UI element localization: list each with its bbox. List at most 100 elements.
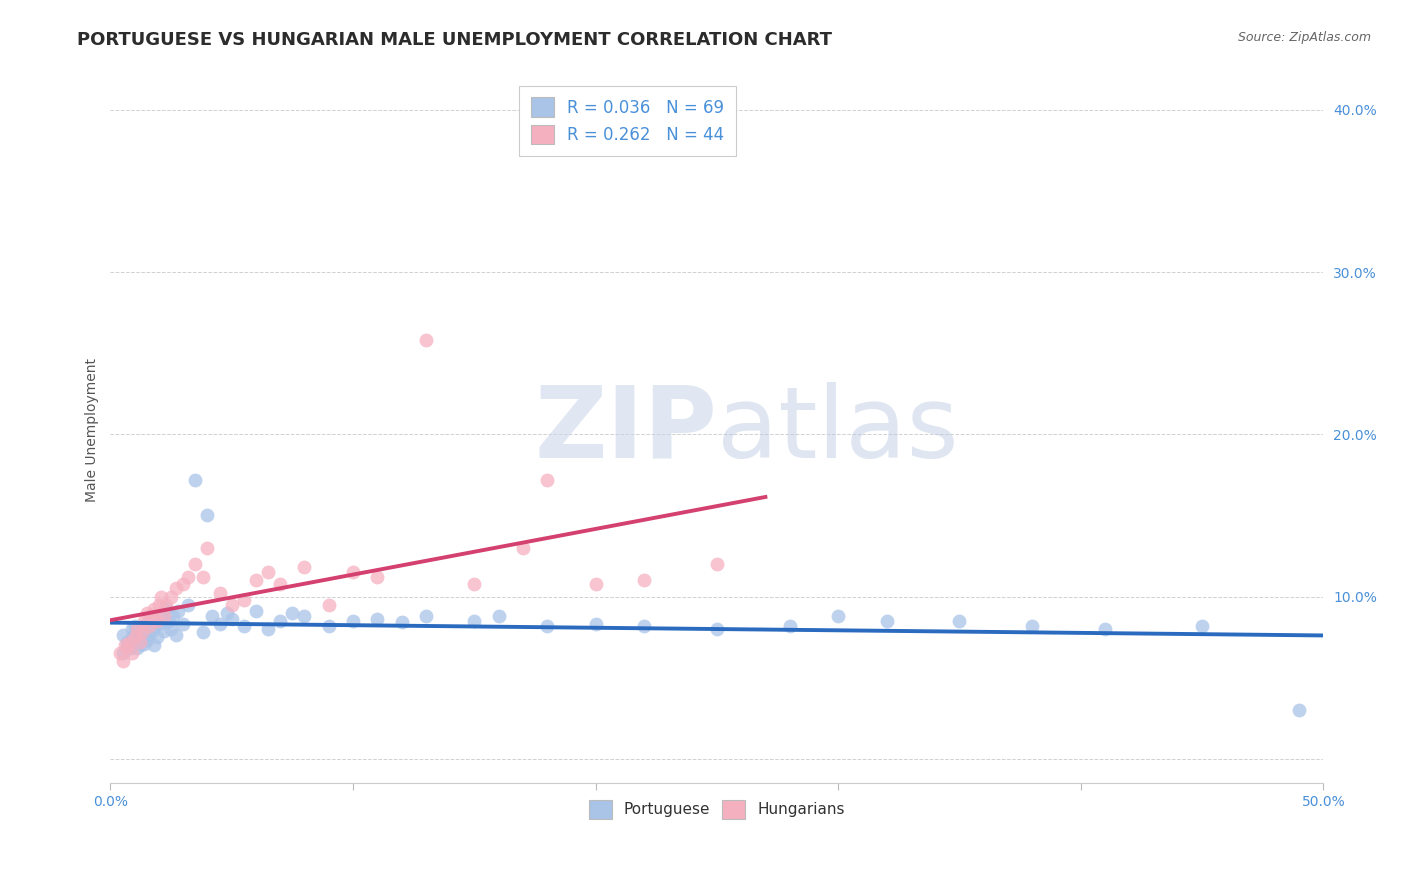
Point (124, 618, 146, 632)
Point (342, 614, 364, 628)
Point (131, 630, 153, 644)
Point (155, 598, 177, 612)
Point (165, 582, 187, 596)
Point (633, 618, 655, 632)
Point (215, 606, 238, 620)
Text: atlas: atlas (717, 382, 959, 479)
Point (138, 628, 160, 642)
Point (134, 636, 156, 650)
Point (150, 609, 173, 624)
Point (117, 638, 139, 652)
Point (366, 570, 388, 584)
Point (269, 614, 291, 628)
Point (124, 630, 146, 644)
Point (135, 622, 157, 636)
Point (706, 557, 728, 571)
Point (633, 574, 655, 588)
Point (197, 508, 219, 523)
Point (232, 592, 254, 607)
Point (342, 565, 364, 579)
Point (167, 604, 190, 618)
Point (148, 617, 170, 632)
Point (157, 614, 180, 628)
Point (117, 635, 139, 649)
Point (111, 628, 134, 642)
Point (134, 614, 156, 628)
Text: Source: ZipAtlas.com: Source: ZipAtlas.com (1237, 31, 1371, 45)
Point (948, 614, 970, 628)
Point (127, 622, 149, 636)
Point (221, 598, 243, 612)
Point (117, 641, 139, 656)
Point (127, 641, 149, 656)
Point (141, 624, 163, 638)
Point (536, 618, 558, 632)
Point (257, 622, 280, 636)
Point (128, 625, 150, 640)
Point (118, 635, 141, 649)
Point (177, 598, 200, 612)
Point (281, 606, 304, 620)
Point (148, 598, 170, 612)
Point (1021, 618, 1043, 632)
Point (488, 609, 510, 624)
Point (111, 646, 134, 660)
Point (162, 609, 184, 624)
Point (318, 618, 340, 632)
Point (111, 654, 134, 668)
Point (232, 618, 254, 632)
Point (141, 609, 163, 624)
Point (150, 590, 173, 604)
Point (257, 565, 280, 579)
Point (245, 574, 267, 588)
Point (463, 576, 485, 591)
Point (128, 635, 150, 649)
Point (415, 609, 437, 624)
Point (131, 625, 153, 640)
Point (165, 628, 187, 642)
Point (160, 590, 183, 604)
Point (134, 627, 156, 641)
Point (201, 609, 224, 624)
Point (138, 618, 160, 632)
Point (191, 570, 214, 584)
Point (221, 612, 243, 626)
Point (827, 609, 849, 624)
Point (294, 609, 316, 624)
Point (1288, 703, 1310, 717)
Point (1094, 622, 1116, 636)
Point (138, 614, 160, 628)
Point (512, 541, 534, 555)
Point (415, 333, 437, 347)
Point (269, 576, 291, 591)
Point (145, 614, 167, 628)
Point (706, 622, 728, 636)
Point (152, 609, 174, 624)
Point (208, 617, 231, 632)
Point (1191, 618, 1213, 632)
Point (143, 618, 166, 632)
Point (172, 576, 194, 591)
Y-axis label: Male Unemployment: Male Unemployment (86, 359, 100, 502)
Point (143, 638, 166, 652)
Point (127, 633, 149, 648)
Point (208, 586, 231, 600)
Point (124, 625, 146, 640)
Point (294, 560, 316, 574)
Point (172, 617, 194, 632)
Point (145, 630, 167, 644)
Point (108, 646, 131, 660)
Point (121, 646, 143, 660)
Text: PORTUGUESE VS HUNGARIAN MALE UNEMPLOYMENT CORRELATION CHART: PORTUGUESE VS HUNGARIAN MALE UNEMPLOYMEN… (77, 31, 832, 49)
Text: ZIP: ZIP (534, 382, 717, 479)
Point (135, 633, 157, 648)
Point (143, 602, 166, 616)
Point (318, 598, 340, 612)
Point (876, 614, 898, 628)
Point (152, 624, 174, 638)
Point (184, 473, 207, 487)
Point (131, 618, 153, 632)
Legend: Portuguese, Hungarians: Portuguese, Hungarians (582, 794, 851, 825)
Point (245, 604, 267, 618)
Point (536, 473, 558, 487)
